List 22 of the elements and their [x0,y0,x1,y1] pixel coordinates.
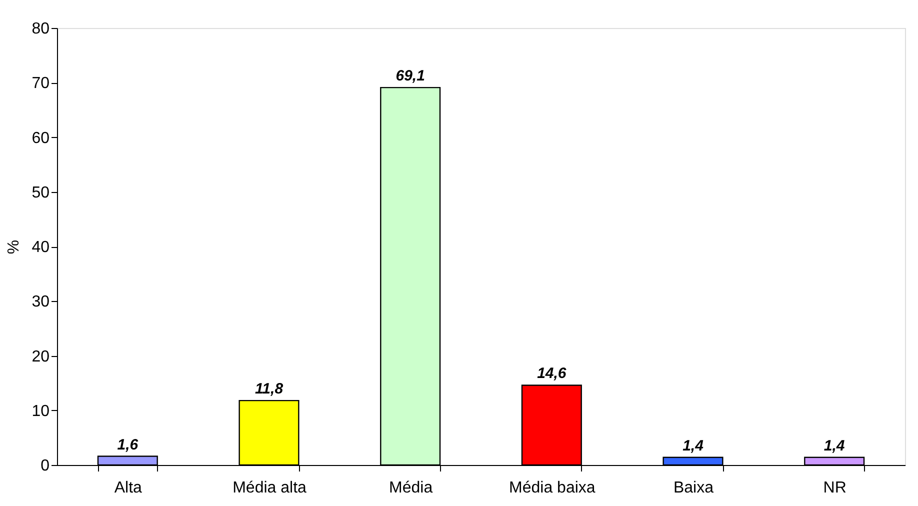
x-tick-label: Média alta [232,480,307,496]
x-tick-label: Média baixa [509,480,596,496]
data-label: 1,6 [117,436,139,454]
x-tick-label: Média [389,480,433,496]
y-axis-title: % [6,240,23,254]
y-tick-label: 20 [32,348,50,366]
y-tick-label: 80 [32,20,50,38]
y-tick-label: 40 [32,239,50,256]
y-tick-label: 60 [32,130,50,147]
x-tick-label: NR [823,480,846,496]
y-tick-label: 50 [32,184,50,202]
data-label: 14,6 [537,365,567,382]
y-tick-label: 30 [32,294,50,311]
y-tick-label: 10 [32,402,50,420]
data-label: 1,4 [682,437,704,454]
x-tick-label: Alta [114,480,142,496]
x-tick-label: Baixa [673,480,714,496]
data-label: 11,8 [254,380,284,398]
y-tick-label: 70 [32,75,50,92]
data-label: 69,1 [396,68,425,85]
data-label: 1,4 [824,437,846,454]
y-tick-label: 0 [40,458,50,474]
